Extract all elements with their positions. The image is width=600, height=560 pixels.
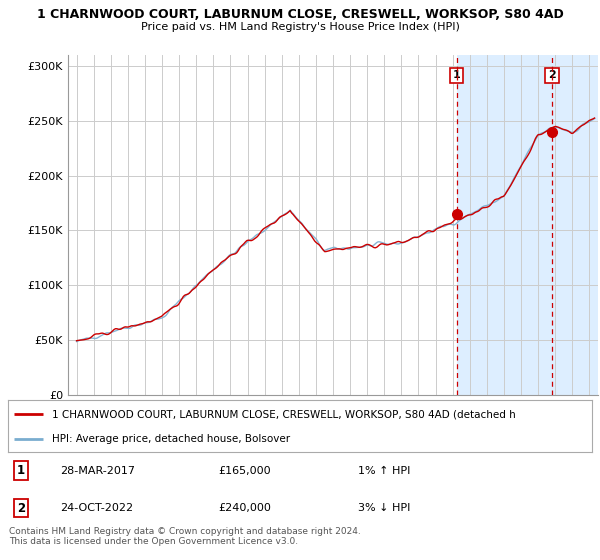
Text: Contains HM Land Registry data © Crown copyright and database right 2024.
This d: Contains HM Land Registry data © Crown c… [9, 527, 361, 547]
Text: £165,000: £165,000 [218, 466, 271, 475]
Text: 28-MAR-2017: 28-MAR-2017 [61, 466, 136, 475]
Text: 2: 2 [548, 71, 556, 80]
Text: HPI: Average price, detached house, Bolsover: HPI: Average price, detached house, Bols… [52, 434, 290, 444]
Text: 1 CHARNWOOD COURT, LABURNUM CLOSE, CRESWELL, WORKSOP, S80 4AD (detached h: 1 CHARNWOOD COURT, LABURNUM CLOSE, CRESW… [52, 409, 515, 419]
Text: 2: 2 [17, 502, 25, 515]
Text: £240,000: £240,000 [218, 503, 271, 513]
Text: 1: 1 [17, 464, 25, 477]
Text: 1: 1 [453, 71, 460, 80]
Bar [457, 55, 598, 395]
Text: 3% ↓ HPI: 3% ↓ HPI [358, 503, 411, 513]
Text: 1% ↑ HPI: 1% ↑ HPI [358, 466, 411, 475]
Text: Price paid vs. HM Land Registry's House Price Index (HPI): Price paid vs. HM Land Registry's House … [140, 22, 460, 32]
Text: 1 CHARNWOOD COURT, LABURNUM CLOSE, CRESWELL, WORKSOP, S80 4AD: 1 CHARNWOOD COURT, LABURNUM CLOSE, CRESW… [37, 8, 563, 21]
Text: 24-OCT-2022: 24-OCT-2022 [61, 503, 134, 513]
